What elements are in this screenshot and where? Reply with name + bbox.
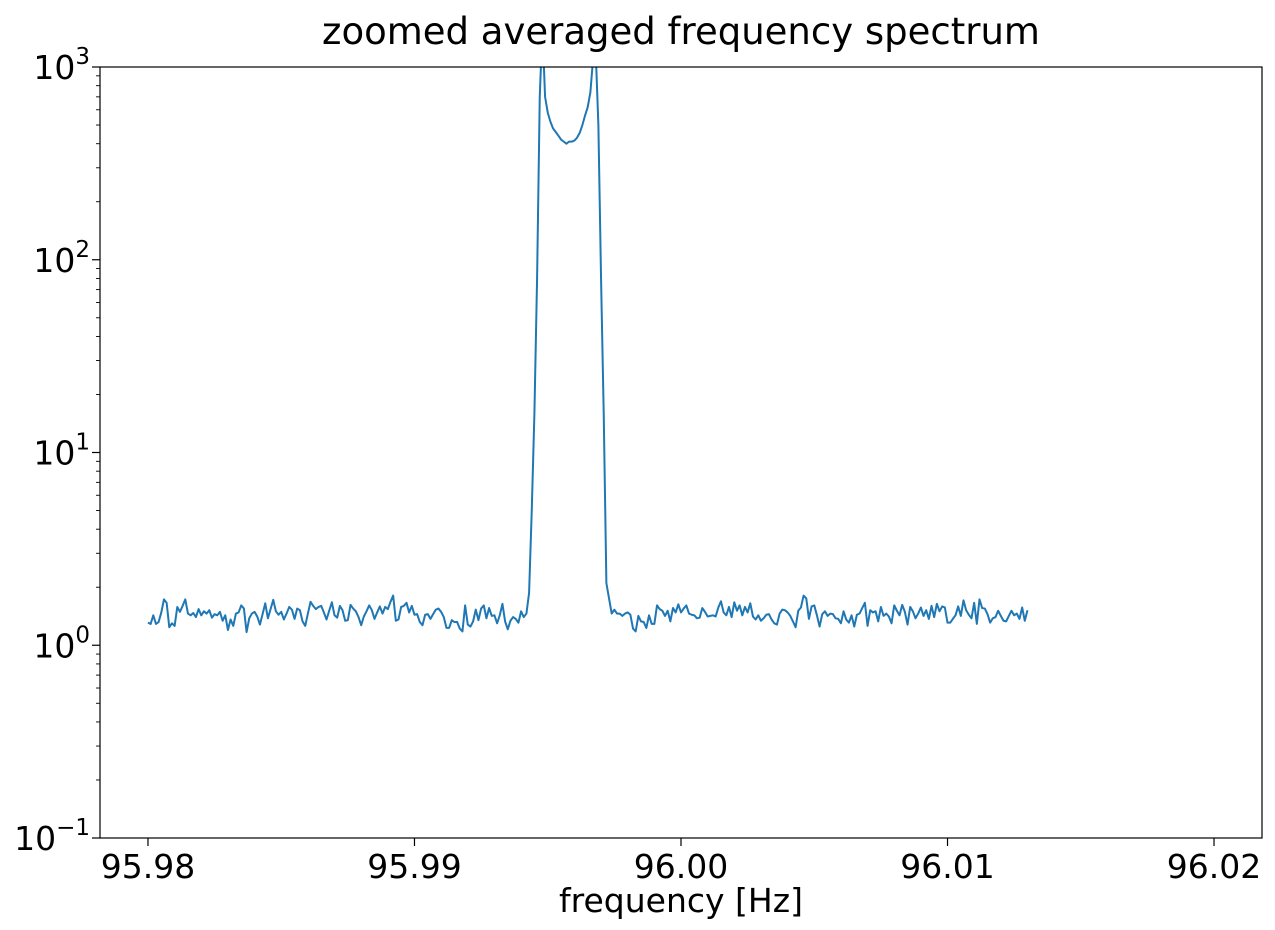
chart-title: zoomed averaged frequency spectrum: [322, 10, 1040, 53]
y-tick-label: 100: [33, 622, 90, 665]
series-line: [147, 67, 1029, 634]
x-tick-label: 95.99: [367, 847, 461, 886]
x-tick-label: 95.98: [101, 847, 195, 886]
x-axis: 95.98 95.99 96.00 96.01 96.02: [101, 838, 1261, 886]
x-tick-label: 96.01: [900, 847, 994, 886]
x-tick-label: 96.00: [634, 847, 728, 886]
y-tick-label: 101: [33, 430, 90, 473]
plot-frame: [99, 66, 1263, 839]
y-tick-label: 10−1: [14, 815, 90, 858]
y-axis: 10−1 100 101 102 103: [14, 44, 100, 858]
y-tick-label: 102: [33, 237, 90, 280]
x-axis-label: frequency [Hz]: [559, 881, 803, 920]
y-tick-label: 103: [33, 44, 90, 87]
x-tick-label: 96.02: [1167, 847, 1261, 886]
plot-area: [99, 66, 1263, 839]
